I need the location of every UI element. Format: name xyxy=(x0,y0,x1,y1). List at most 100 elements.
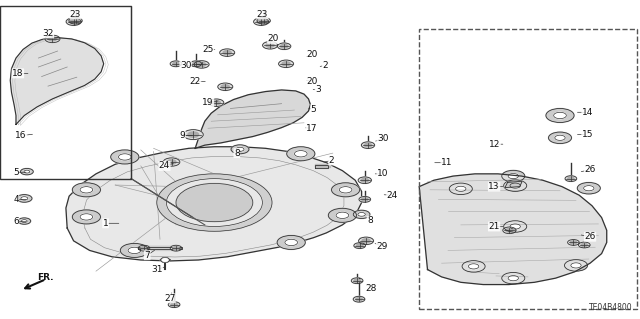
Circle shape xyxy=(358,177,371,183)
Circle shape xyxy=(167,160,176,164)
Circle shape xyxy=(565,176,577,182)
Circle shape xyxy=(510,183,520,188)
Circle shape xyxy=(173,62,179,65)
Circle shape xyxy=(278,43,291,49)
Text: 30: 30 xyxy=(180,61,191,70)
Polygon shape xyxy=(315,164,330,167)
Circle shape xyxy=(506,228,513,232)
Circle shape xyxy=(361,178,369,182)
Circle shape xyxy=(45,35,60,43)
Circle shape xyxy=(236,147,244,151)
Circle shape xyxy=(17,195,32,202)
Circle shape xyxy=(358,237,374,245)
Text: 18: 18 xyxy=(12,69,24,78)
Circle shape xyxy=(49,37,56,41)
Circle shape xyxy=(285,239,298,246)
Circle shape xyxy=(456,186,466,191)
Circle shape xyxy=(120,243,148,257)
Polygon shape xyxy=(505,181,522,188)
Text: 23: 23 xyxy=(70,10,81,19)
Circle shape xyxy=(339,187,352,193)
Circle shape xyxy=(24,170,30,173)
Text: 23: 23 xyxy=(257,10,268,19)
Circle shape xyxy=(138,245,150,251)
Polygon shape xyxy=(315,165,328,168)
Text: 28: 28 xyxy=(365,284,377,293)
Circle shape xyxy=(504,221,527,232)
Circle shape xyxy=(362,239,370,243)
Text: 25: 25 xyxy=(202,45,214,54)
Circle shape xyxy=(170,245,182,251)
Circle shape xyxy=(364,143,372,147)
Circle shape xyxy=(577,182,600,194)
Circle shape xyxy=(568,240,579,245)
Circle shape xyxy=(170,61,182,67)
Circle shape xyxy=(70,20,77,24)
Bar xyxy=(419,29,637,309)
Text: 27: 27 xyxy=(164,294,175,303)
Circle shape xyxy=(579,242,590,248)
Text: 1: 1 xyxy=(103,219,108,228)
Text: 7: 7 xyxy=(145,251,150,260)
Circle shape xyxy=(468,264,479,269)
Text: 32: 32 xyxy=(42,29,54,38)
Circle shape xyxy=(546,108,574,122)
Circle shape xyxy=(564,260,588,271)
Circle shape xyxy=(253,18,269,26)
Text: 19: 19 xyxy=(202,98,214,107)
Circle shape xyxy=(555,135,565,140)
Text: 4: 4 xyxy=(13,195,19,204)
Text: 22: 22 xyxy=(189,77,201,86)
Circle shape xyxy=(20,168,33,175)
Circle shape xyxy=(209,99,224,107)
Text: 9: 9 xyxy=(180,131,185,140)
Circle shape xyxy=(502,170,525,182)
Circle shape xyxy=(508,174,518,179)
Polygon shape xyxy=(66,147,362,261)
Circle shape xyxy=(282,62,290,66)
Text: 5: 5 xyxy=(13,168,19,177)
Text: 8: 8 xyxy=(367,216,372,225)
Text: 21: 21 xyxy=(488,222,500,231)
Circle shape xyxy=(128,247,141,254)
Text: 20: 20 xyxy=(307,77,318,86)
Circle shape xyxy=(510,224,520,229)
Circle shape xyxy=(356,298,362,301)
Text: 29: 29 xyxy=(376,242,388,251)
Text: 8: 8 xyxy=(234,149,239,158)
Circle shape xyxy=(584,186,594,191)
Text: 13: 13 xyxy=(488,182,500,191)
Text: TE04B4800: TE04B4800 xyxy=(589,303,632,312)
Circle shape xyxy=(21,219,27,223)
Circle shape xyxy=(157,174,272,231)
Text: 12: 12 xyxy=(489,140,500,149)
Circle shape xyxy=(354,279,360,282)
Circle shape xyxy=(266,43,274,47)
Circle shape xyxy=(163,259,168,261)
Text: 11: 11 xyxy=(441,158,452,167)
Circle shape xyxy=(362,142,374,148)
Circle shape xyxy=(362,198,368,201)
Circle shape xyxy=(257,18,270,24)
Text: 5: 5 xyxy=(311,105,316,114)
Circle shape xyxy=(188,132,198,137)
Circle shape xyxy=(581,243,588,247)
Bar xyxy=(0,6,131,179)
Text: 31: 31 xyxy=(151,265,163,274)
Text: 20: 20 xyxy=(307,50,318,59)
Circle shape xyxy=(166,179,262,226)
Circle shape xyxy=(503,227,516,234)
Circle shape xyxy=(277,235,305,249)
Circle shape xyxy=(212,101,220,105)
Circle shape xyxy=(231,145,249,154)
Circle shape xyxy=(328,208,356,222)
Text: 24: 24 xyxy=(387,191,398,200)
Circle shape xyxy=(354,243,365,249)
Circle shape xyxy=(257,20,265,24)
Text: FR.: FR. xyxy=(37,273,54,282)
Circle shape xyxy=(554,112,566,119)
Circle shape xyxy=(173,247,179,250)
Text: 14: 14 xyxy=(582,108,593,117)
Circle shape xyxy=(80,214,93,220)
Circle shape xyxy=(183,130,204,140)
